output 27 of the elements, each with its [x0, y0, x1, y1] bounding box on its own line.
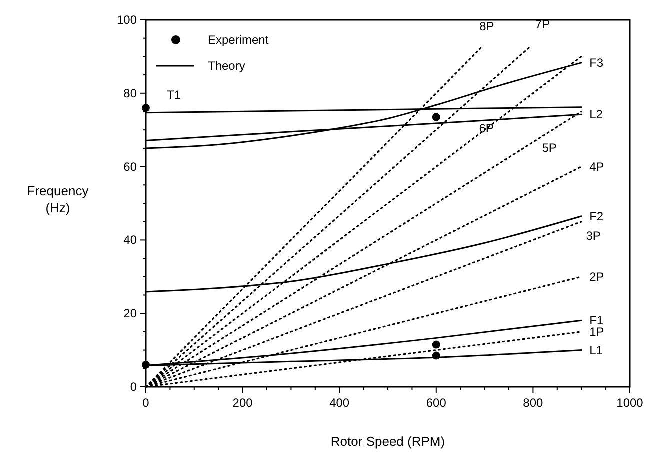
x-tick-label: 0 — [142, 396, 150, 410]
x-tick-label: 1000 — [616, 396, 644, 410]
series-label: L2 — [590, 108, 604, 122]
x-tick-label: 600 — [426, 396, 447, 410]
series-label: F2 — [590, 209, 604, 224]
series-label: 7P — [535, 17, 550, 32]
x-axis-title: Rotor Speed (RPM) — [330, 434, 446, 449]
x-tick-label: 800 — [523, 396, 544, 410]
series-label: 3P — [586, 228, 601, 243]
y-tick-label: 100 — [116, 13, 138, 27]
legend-label: Experiment — [208, 33, 270, 47]
x-tick-label: 400 — [330, 396, 350, 410]
y-tick-label: 80 — [124, 86, 138, 100]
x-tick-label: 200 — [232, 396, 254, 410]
series-label: F3 — [590, 56, 604, 70]
series-label: T1 — [166, 88, 182, 102]
series-label: 8P — [480, 19, 494, 34]
y-tick-label: 0 — [130, 380, 138, 394]
series-label: 4P — [590, 160, 604, 174]
y-axis-title: Frequency (Hz) — [27, 184, 90, 216]
series-label: L1 — [590, 343, 604, 358]
series-label: 2P — [590, 270, 604, 284]
annotation: Theory — [208, 59, 246, 73]
y-tick-label: 40 — [124, 233, 138, 248]
y-tick-label: 20 — [124, 306, 138, 321]
y-tick-label: 60 — [124, 160, 138, 174]
series-label: 5P — [542, 140, 557, 155]
